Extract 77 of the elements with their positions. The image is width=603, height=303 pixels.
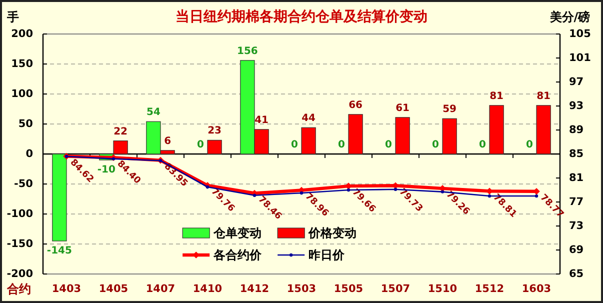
data-label: -145 [46,246,72,256]
data-label: -10 [97,164,116,176]
y2-tick-label: 65 [569,268,584,280]
x-tick-label: 1510 [428,283,458,295]
y-tick-label: -150 [6,238,33,250]
legend-label: 仓单变动 [212,226,262,240]
data-label: 22 [114,126,128,138]
y2-tick-label: 73 [569,220,584,232]
bar [395,117,410,154]
y-tick-label: 50 [18,118,33,130]
bar [301,127,316,154]
data-label: 41 [254,114,269,126]
data-label: 81 [490,90,504,102]
y-tick-label: -100 [6,208,33,220]
y2-axis-title: 美分/磅 [548,10,590,24]
data-label: 156 [237,46,258,57]
data-label: 54 [146,107,160,118]
x-tick-label: 1503 [286,283,316,295]
data-label: 0 [196,140,204,150]
bar [52,154,67,242]
y2-tick-label: 101 [569,52,591,64]
data-label: 23 [208,126,222,137]
data-label: 59 [442,104,457,116]
x-tick-label: 1407 [146,283,176,295]
x-tick-label: 1507 [380,283,410,295]
point [440,190,444,194]
data-label: 61 [396,102,410,114]
y2-tick-label: 89 [569,124,584,136]
x-tick-label: 1603 [522,283,552,295]
y2-tick-label: 69 [569,244,584,256]
point [394,188,398,191]
y2-tick-label: 105 [569,28,591,40]
y2-tick-label: 93 [569,100,584,112]
point [534,194,538,198]
y-tick-label: 200 [11,28,33,40]
x-tick-label: 1412 [240,283,270,295]
point [206,185,210,189]
legend-label: 价格变动 [308,226,357,240]
bar [207,140,222,154]
bar [536,105,551,154]
legend-label: 昨日价 [308,248,346,262]
x-tick-label: 1505 [334,283,364,295]
bar [489,105,504,154]
data-label: 0 [384,140,392,150]
bar [348,114,363,154]
data-label: 0 [478,140,486,150]
y-axis-title: 手 [6,10,19,24]
data-label: 0 [432,140,439,150]
point [112,157,116,160]
x-tick-label: 1410 [192,283,222,295]
data-label: 6 [164,136,172,147]
y-tick-label: 0 [26,148,33,160]
y-tick-label: -50 [14,178,33,190]
y-tick-label: 150 [11,58,33,70]
bar [442,118,457,154]
y2-tick-label: 81 [569,172,584,184]
x-tick-label: 1405 [98,283,128,295]
y-tick-label: 100 [11,88,33,100]
x-tick-label: 1512 [474,283,504,295]
x-axis-title: 合约 [6,282,31,296]
data-label: 81 [536,90,551,102]
x-tick-label: 1403 [52,283,82,295]
data-label: 66 [348,100,363,111]
chart-title: 当日纽约期棉各期合约仓单及结算价变动 [176,8,428,25]
y2-tick-label: 77 [569,196,584,208]
point [300,191,304,195]
data-label: 44 [302,113,316,124]
legend-label: 各合约价 [212,248,263,262]
y-tick-label: -200 [6,268,33,280]
data-label: 0 [338,140,345,150]
point [488,194,492,198]
data-label: 0 [290,140,298,150]
data-label: 0 [526,140,533,150]
point [346,188,350,192]
y2-tick-label: 85 [569,148,584,160]
point [252,194,256,197]
y2-tick-label: 97 [569,76,584,88]
